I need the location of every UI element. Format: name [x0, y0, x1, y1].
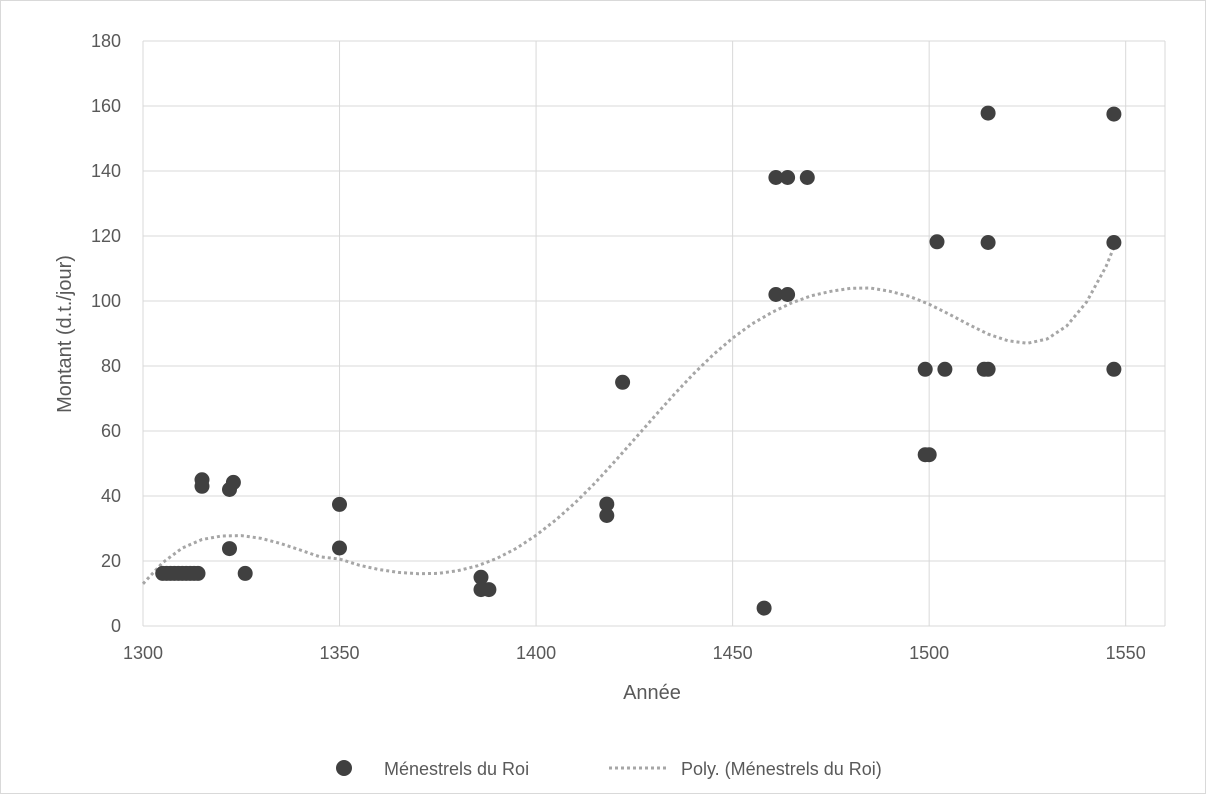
- data-point: [222, 541, 237, 557]
- y-tick-label: 80: [101, 356, 121, 376]
- x-tick-label: 1500: [909, 643, 949, 663]
- trendline: [141, 237, 1120, 585]
- trendline-layer: [141, 237, 1120, 585]
- legend: Ménestrels du Roi Poly. (Ménestrels du R…: [336, 759, 882, 779]
- legend-label-trendline: Poly. (Ménestrels du Roi): [681, 759, 882, 779]
- data-point: [921, 447, 937, 463]
- y-axis-title: Montant (d.t./jour): [54, 255, 76, 413]
- y-tick-label: 120: [91, 226, 121, 246]
- data-point: [615, 374, 631, 390]
- data-point: [1106, 235, 1122, 250]
- data-point: [1106, 361, 1122, 377]
- grid-lines: [142, 40, 1166, 627]
- y-tick-label: 40: [101, 486, 121, 506]
- data-point: [980, 235, 996, 250]
- data-point: [780, 170, 796, 185]
- data-point: [332, 540, 347, 556]
- data-point: [599, 496, 615, 512]
- y-tick-label: 60: [101, 421, 121, 441]
- x-tick-label: 1450: [713, 643, 753, 663]
- data-point: [780, 287, 796, 302]
- data-point: [980, 361, 996, 377]
- data-point: [937, 361, 953, 377]
- x-tick-label: 1300: [123, 643, 163, 663]
- x-tick-label: 1350: [320, 643, 360, 663]
- x-tick-label: 1400: [516, 643, 556, 663]
- data-point: [481, 582, 497, 598]
- legend-marker-scatter: [336, 760, 352, 776]
- data-point: [599, 508, 615, 523]
- data-point: [980, 105, 996, 121]
- x-axis-title: Année: [623, 682, 681, 704]
- data-point: [799, 170, 815, 185]
- data-point: [194, 478, 210, 494]
- legend-label-scatter: Ménestrels du Roi: [384, 759, 529, 779]
- data-point: [929, 234, 945, 250]
- y-tick-label: 160: [91, 96, 121, 116]
- y-tick-label: 20: [101, 551, 121, 571]
- y-tick-label: 140: [91, 161, 121, 181]
- y-tick-label: 180: [91, 31, 121, 51]
- data-point: [473, 569, 489, 585]
- data-point: [768, 170, 784, 185]
- data-point: [237, 565, 253, 581]
- y-tick-label: 0: [111, 616, 121, 636]
- data-point: [225, 474, 241, 490]
- tick-labels: 0 20 40 60 80 100 120 140 160 180 1300 1350 1400 1450…: [91, 31, 1146, 663]
- data-point: [768, 287, 784, 302]
- x-tick-label: 1550: [1106, 643, 1146, 663]
- data-point: [1106, 106, 1122, 122]
- data-points: [155, 105, 1122, 616]
- data-point: [917, 361, 933, 377]
- y-tick-label: 100: [91, 291, 121, 311]
- data-point: [190, 565, 206, 581]
- data-point: [756, 600, 772, 616]
- data-point: [332, 496, 347, 512]
